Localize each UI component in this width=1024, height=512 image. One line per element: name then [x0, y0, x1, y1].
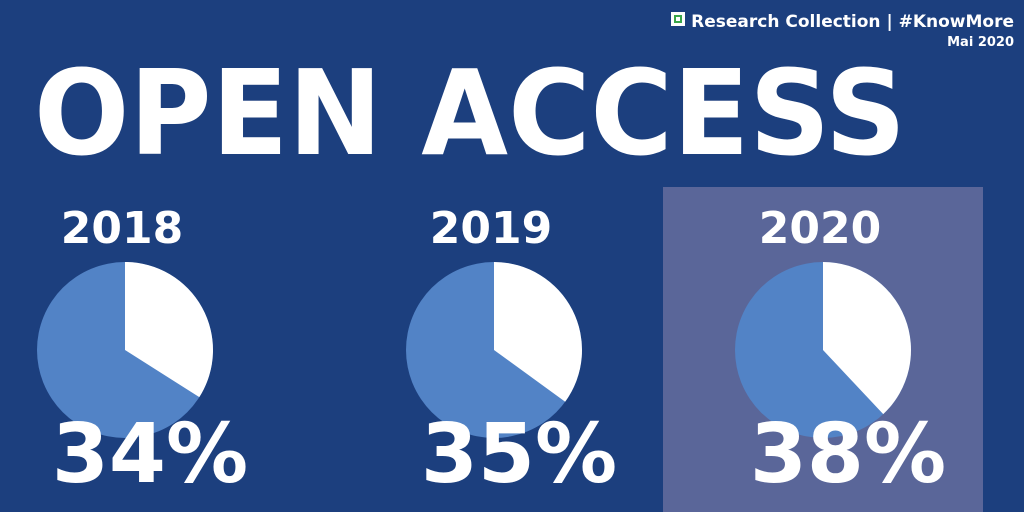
headline: OPEN ACCESS [34, 44, 906, 182]
year-label: 2018 [61, 203, 183, 254]
pie-slice [125, 262, 213, 398]
value-label: 35% [421, 407, 617, 502]
year-label: 2019 [430, 203, 552, 254]
value-label: 38% [750, 407, 946, 502]
date: Mai 2020 [947, 35, 1014, 50]
logo [671, 12, 685, 26]
pie-slice [494, 262, 582, 402]
charts: 2018 34% 2019 35% 2020 38% [37, 187, 983, 512]
year-label: 2020 [759, 203, 881, 254]
brand: Research Collection | #KnowMore [691, 12, 1014, 32]
pie-slice [823, 262, 912, 415]
value-label: 34% [52, 407, 248, 502]
